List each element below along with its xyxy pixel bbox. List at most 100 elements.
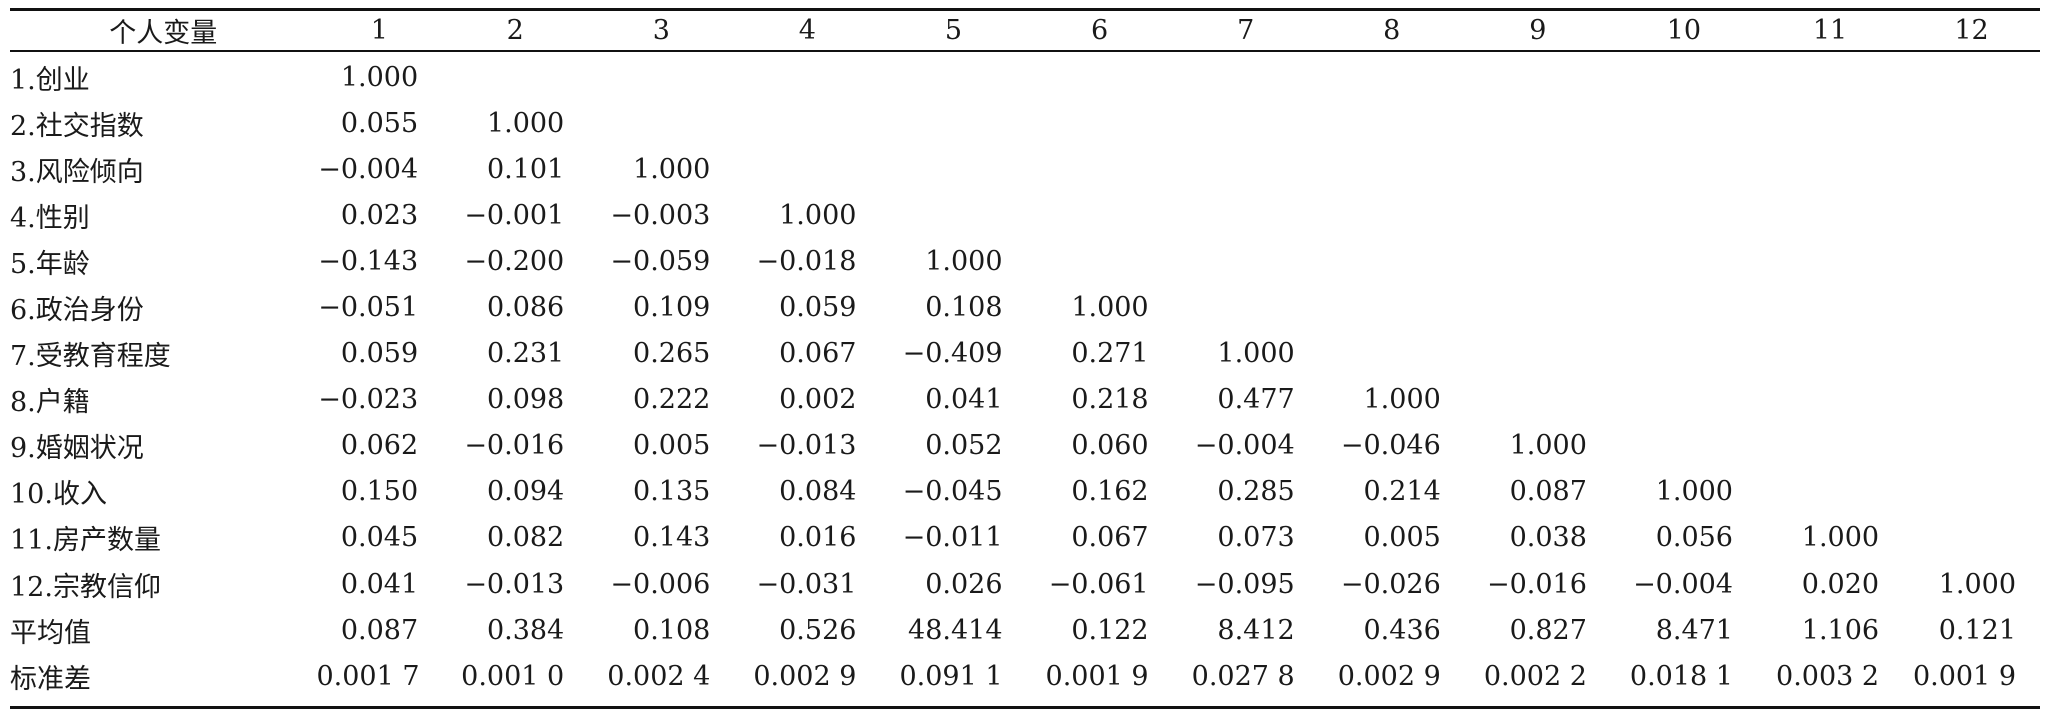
table-cell: 0.122	[1071, 614, 1149, 646]
table-cell: 1.000	[1509, 430, 1587, 462]
table-cell	[1903, 469, 2040, 515]
table-cell	[1319, 146, 1465, 192]
row-label: 12.宗教信仰	[10, 571, 161, 603]
table-cell: −0.023	[318, 384, 419, 416]
table-row: 9.婚姻状况 0.062 −0.016 0.005 −0.013 0.052 0.060 −0…	[10, 423, 2040, 469]
table-cell	[1173, 50, 1319, 100]
table-cell	[1757, 331, 1903, 377]
table-cell: 0.067	[1071, 522, 1149, 554]
table-cell: −0.059	[610, 245, 711, 277]
table-cell: 0.214	[1363, 476, 1441, 508]
table-cell: 0.271	[1071, 338, 1149, 370]
table-cell	[1903, 423, 2040, 469]
table-cell	[1903, 50, 2040, 100]
table-cell: 0.265	[633, 338, 711, 370]
row-label: 9.婚姻状况	[10, 433, 144, 465]
table-cell: 0.041	[925, 384, 1003, 416]
table-cell: 0.477	[1217, 384, 1295, 416]
table-cell: 0.045	[340, 522, 419, 554]
table-cell: 0.002 4	[607, 660, 711, 692]
table-row: 8.户籍 −0.023 0.098 0.222 0.002 0.041 0.218 0.477…	[10, 377, 2040, 423]
row-label: 标准差	[10, 663, 91, 695]
column-header: 5	[944, 15, 963, 46]
table-cell: 0.001 7	[316, 660, 420, 692]
table-cell: 0.001 9	[1912, 660, 2016, 692]
table-header: 个人变量 1 2 3 4 5 6 7 8 9 10 11 12	[10, 11, 2040, 50]
table-row: 10.收入 0.150 0.094 0.135 0.084 −0.045 0.162 0.28…	[10, 469, 2040, 515]
table-cell: 0.055	[340, 107, 419, 139]
table-cell: −0.004	[318, 153, 419, 185]
table-cell: −0.046	[1340, 430, 1441, 462]
table-cell: 0.108	[633, 614, 711, 646]
table-cell: 0.026	[925, 568, 1003, 600]
table-cell: −0.016	[1486, 568, 1587, 600]
table-cell: −0.003	[610, 199, 711, 231]
data-table: 个人变量 1 2 3 4 5 6 7 8 9 10 11 12 1.创业 1.000 2.社交指数 0.05…	[10, 11, 2040, 699]
table-cell	[1757, 284, 1903, 330]
table-row: 1.创业 1.000	[10, 50, 2040, 100]
table-cell: 0.526	[779, 614, 857, 646]
table-cell	[1757, 192, 1903, 238]
column-header: 2	[506, 15, 524, 46]
table-cell	[880, 100, 1026, 146]
table-cell: 0.827	[1509, 614, 1587, 646]
top-rule	[10, 8, 2040, 11]
table-cell: 0.020	[1801, 568, 1880, 600]
table-row: 5.年龄 −0.143 −0.200 −0.059 −0.018 1.000	[10, 238, 2040, 284]
table-cell: 0.038	[1509, 522, 1587, 554]
table-cell: 0.231	[486, 338, 565, 370]
table-cell: 0.101	[486, 153, 565, 185]
table-cell: 1.000	[340, 61, 419, 93]
table-cell: 48.414	[908, 614, 1003, 646]
table-cell: 0.041	[340, 568, 419, 600]
header-rule	[10, 50, 2040, 52]
table-cell	[1611, 238, 1757, 284]
table-cell	[1173, 192, 1319, 238]
table-cell	[1319, 100, 1465, 146]
table-cell: 0.005	[633, 430, 711, 462]
table-cell: −0.095	[1194, 568, 1295, 600]
table-cell	[880, 50, 1026, 100]
table-cell: 0.086	[486, 292, 565, 324]
table-cell: −0.200	[464, 245, 565, 277]
column-header: 9	[1529, 15, 1547, 46]
table-cell	[1027, 238, 1173, 284]
table-cell	[1319, 331, 1465, 377]
table-cell: 0.436	[1363, 614, 1441, 646]
table-cell: 0.084	[779, 476, 857, 508]
table-cell	[1027, 50, 1173, 100]
table-cell	[1757, 50, 1903, 100]
table-cell	[1173, 238, 1319, 284]
table-cell: 0.002 9	[1337, 660, 1441, 692]
table-cell: −0.006	[610, 568, 711, 600]
table-cell: 0.150	[340, 476, 419, 508]
table-cell: 1.000	[486, 107, 565, 139]
table-cell	[1611, 377, 1757, 423]
table-cell: 0.016	[779, 522, 857, 554]
table-cell: 0.052	[925, 430, 1003, 462]
table-cell: 0.059	[779, 292, 857, 324]
table-cell: 0.062	[340, 430, 419, 462]
table-cell: 1.000	[925, 245, 1003, 277]
table-cell	[880, 192, 1026, 238]
row-label: 4.性别	[10, 202, 90, 234]
row-label: 平均值	[10, 617, 91, 649]
table-cell	[1903, 192, 2040, 238]
table-cell: 1.000	[1217, 338, 1295, 370]
table-cell: −0.143	[318, 245, 419, 277]
table-cell: 1.106	[1801, 614, 1880, 646]
table-cell: −0.011	[902, 522, 1003, 554]
table-cell	[1319, 192, 1465, 238]
table-cell	[1757, 238, 1903, 284]
table-cell	[588, 50, 734, 100]
table-cell: 0.001 9	[1045, 660, 1149, 692]
table-cell: 0.108	[925, 292, 1003, 324]
table-row: 2.社交指数 0.055 1.000	[10, 100, 2040, 146]
table-cell: −0.409	[902, 338, 1003, 370]
row-label: 10.收入	[10, 479, 107, 511]
table-cell	[1611, 284, 1757, 330]
table-cell	[1903, 515, 2040, 561]
bottom-rule	[10, 706, 2040, 709]
table-body: 1.创业 1.000 2.社交指数 0.055 1.000 3.风险倾向 −0.004 0.1…	[10, 50, 2040, 699]
table-cell	[1757, 469, 1903, 515]
